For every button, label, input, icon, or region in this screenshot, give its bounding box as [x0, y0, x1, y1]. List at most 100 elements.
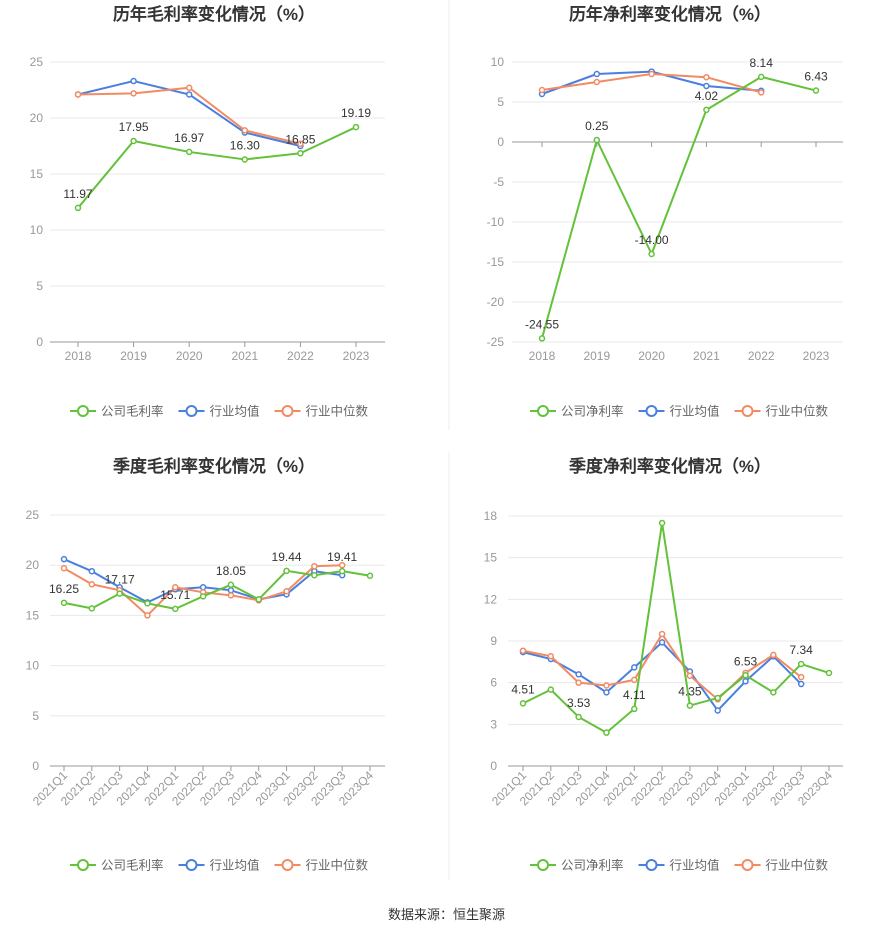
data-point-median	[538, 86, 546, 94]
data-point-median	[311, 562, 318, 570]
data-label: -24.55	[525, 317, 559, 331]
data-label: 16.30	[230, 138, 260, 152]
data-point-avg	[130, 77, 137, 85]
data-label: -14.00	[635, 233, 669, 247]
annual-gross-margin-title: 历年毛利率变化情况（%）	[113, 4, 315, 24]
data-point-avg	[593, 70, 601, 78]
data-point-company	[144, 600, 151, 607]
y-tick-label: 0	[490, 759, 497, 773]
legend-item-company[interactable]: 公司净利率	[561, 858, 624, 873]
legend-marker-dot[interactable]	[537, 859, 549, 871]
legend-marker-dot[interactable]	[185, 859, 198, 871]
data-label: 7.34	[790, 643, 814, 657]
data-label: 16.85	[285, 132, 315, 146]
data-label: 17.95	[119, 120, 149, 134]
y-tick-label: 5	[36, 279, 43, 293]
data-point-company	[74, 204, 82, 212]
legend-item-company[interactable]: 公司净利率	[561, 404, 624, 419]
legend-marker-dot[interactable]	[645, 405, 658, 417]
data-point-company	[686, 702, 694, 709]
x-tick-label: 2019	[120, 349, 147, 363]
y-tick-label: -10	[487, 215, 505, 229]
y-tick-label: 5	[497, 95, 504, 109]
legend-item-avg[interactable]: 行业均值	[210, 858, 260, 873]
legend-marker-dot[interactable]	[741, 405, 754, 417]
legend-item-median[interactable]: 行业中位数	[766, 404, 829, 419]
data-point-company	[538, 335, 546, 342]
quarterly-gross-margin-chart: 季度毛利率变化情况（%）05101520252021Q12021Q22021Q3…	[26, 456, 385, 873]
legend-marker-dot[interactable]	[281, 859, 294, 871]
y-tick-label: 10	[30, 223, 44, 237]
data-label: 6.53	[734, 654, 758, 668]
data-point-company	[770, 689, 777, 696]
data-point-company	[757, 73, 765, 81]
data-point-median	[575, 679, 582, 686]
data-point-company	[593, 136, 601, 144]
x-tick-label: 2018	[65, 349, 92, 363]
data-point-median	[227, 592, 235, 599]
quarterly-net-margin-chart: 季度净利率变化情况（%）03691215182021Q12021Q22021Q3…	[484, 456, 843, 873]
data-point-avg	[631, 664, 638, 671]
data-point-company	[352, 123, 360, 131]
x-tick-label: 2021	[231, 349, 258, 363]
data-point-avg	[797, 680, 805, 688]
data-point-company	[658, 519, 666, 527]
y-tick-label: 20	[26, 558, 40, 572]
legend-marker-dot[interactable]	[281, 405, 294, 417]
data-point-median	[297, 140, 304, 148]
legend-item-avg[interactable]: 行业均值	[670, 858, 720, 873]
data-point-company	[366, 572, 374, 579]
data-label: 18.05	[216, 564, 246, 578]
legend-item-company[interactable]: 公司毛利率	[101, 858, 164, 873]
y-tick-label: -20	[487, 295, 505, 309]
data-point-avg	[185, 91, 193, 98]
data-point-avg	[658, 639, 666, 646]
x-tick-label: 2020	[638, 349, 665, 363]
y-tick-label: 0	[36, 335, 43, 349]
y-tick-label: 15	[484, 551, 498, 565]
data-label: 19.44	[272, 550, 302, 564]
legend-marker-dot[interactable]	[185, 405, 198, 417]
data-point-avg	[703, 82, 710, 90]
data-label: 15.71	[160, 588, 190, 602]
data-point-company	[185, 148, 193, 156]
data-label: 19.41	[327, 550, 357, 564]
data-label: 16.97	[174, 131, 204, 145]
data-point-company	[88, 605, 96, 612]
data-label: 4.11	[623, 688, 646, 702]
legend-item-median[interactable]: 行业中位数	[306, 404, 369, 419]
data-point-avg	[60, 555, 68, 563]
data-point-company	[199, 593, 207, 600]
y-tick-label: 10	[26, 659, 40, 673]
legend-marker-dot[interactable]	[77, 859, 89, 871]
legend-item-avg[interactable]: 行业均值	[670, 404, 720, 419]
data-point-company	[797, 660, 805, 668]
data-point-median	[338, 561, 346, 569]
data-point-company	[825, 669, 833, 677]
data-point-avg	[88, 567, 96, 575]
legend-marker-dot[interactable]	[77, 405, 89, 417]
legend-marker-dot[interactable]	[645, 859, 658, 871]
legend-item-avg[interactable]: 行业均值	[210, 404, 260, 419]
series-line-company	[522, 521, 830, 734]
data-point-company	[283, 567, 290, 575]
data-label: 16.25	[49, 582, 79, 596]
legend-marker-dot[interactable]	[741, 859, 754, 871]
legend-item-median[interactable]: 行业中位数	[306, 858, 369, 873]
data-label: 19.19	[341, 106, 371, 120]
x-tick-label: 2023	[803, 349, 830, 363]
data-point-median	[797, 673, 805, 681]
series-line-company	[77, 126, 357, 209]
data-point-company	[742, 672, 749, 679]
x-tick-label: 2022	[748, 349, 775, 363]
annual-gross-margin-chart: 历年毛利率变化情况（%） 0 5 10 15 20 25 2018 2019 2020 2021 20…	[30, 4, 385, 419]
legend-item-company[interactable]: 公司毛利率	[101, 404, 164, 419]
data-point-median	[593, 78, 601, 86]
legend-item-median[interactable]: 行业中位数	[766, 858, 829, 873]
y-tick-label: 6	[490, 676, 497, 690]
data-label: 11.97	[63, 187, 92, 201]
data-point-company	[311, 571, 318, 579]
legend-marker-dot[interactable]	[537, 405, 549, 417]
data-point-company	[575, 713, 582, 721]
y-tick-label: 3	[490, 717, 497, 731]
